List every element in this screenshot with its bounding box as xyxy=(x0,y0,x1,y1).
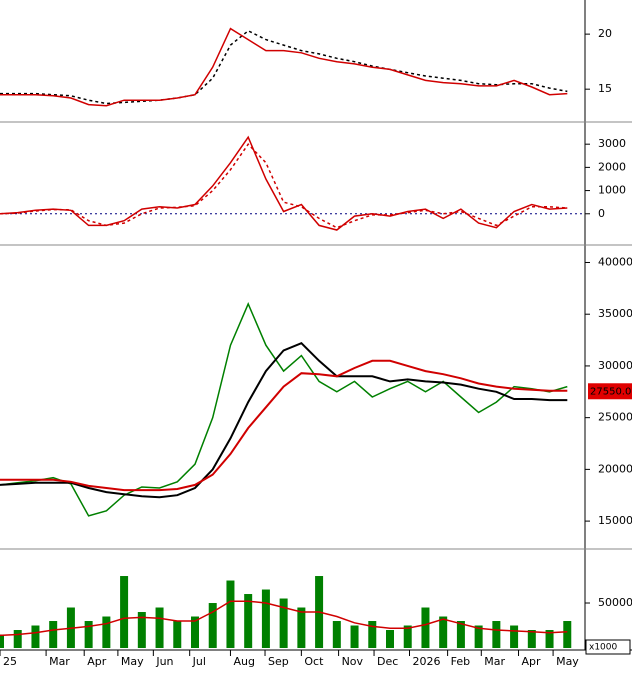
volume-bar xyxy=(492,621,501,648)
x-tick-label: 2026 xyxy=(413,655,441,668)
series-line xyxy=(0,29,568,105)
volume-bar xyxy=(137,612,146,648)
volume-bar xyxy=(545,630,554,648)
y-tick-label: 3000 xyxy=(598,137,626,150)
unit-label: x1000 xyxy=(589,643,618,653)
y-tick-label: 30000 xyxy=(598,359,632,372)
series-line xyxy=(0,27,568,107)
volume-bar xyxy=(31,625,40,648)
x-tick-label: Feb xyxy=(451,655,470,668)
volume-bar xyxy=(386,630,394,648)
y-tick-label: 15000 xyxy=(598,514,632,527)
volume-bar xyxy=(474,625,483,648)
y-tick-label: 25000 xyxy=(598,411,632,424)
x-tick-label: Apr xyxy=(87,655,107,668)
x-tick-label: Apr xyxy=(522,655,542,668)
x-tick-label: Jul xyxy=(192,655,206,668)
series-line xyxy=(0,600,568,637)
x-tick-label: Dec xyxy=(377,655,398,668)
series-line xyxy=(0,359,568,492)
volume-bar xyxy=(368,621,377,648)
series-line xyxy=(0,135,568,231)
y-tick-label: 20 xyxy=(598,27,612,40)
x-tick-label: Aug xyxy=(233,655,254,668)
last-price-label: 27550.00 xyxy=(590,386,632,397)
x-tick-label: Mar xyxy=(484,655,505,668)
volume-bar xyxy=(261,589,270,648)
y-tick-label: 15 xyxy=(598,82,612,95)
x-tick-label: Oct xyxy=(304,655,324,668)
volume-bar xyxy=(226,580,235,648)
x-tick-label: Sep xyxy=(268,655,289,668)
unit-box xyxy=(585,639,631,655)
volume-bar xyxy=(84,621,93,648)
volume-bar xyxy=(244,594,253,648)
volume-bar xyxy=(49,621,58,648)
volume-bar xyxy=(173,621,182,648)
volume-bar xyxy=(439,616,448,648)
volume-bar xyxy=(332,621,341,648)
volume-bar xyxy=(350,625,359,648)
volume-bar xyxy=(13,630,22,648)
volume-bar xyxy=(297,607,306,648)
volume-bar xyxy=(456,621,465,648)
y-tick-label: 40000 xyxy=(598,255,632,268)
x-tick-label: Mar xyxy=(49,655,70,668)
x-tick-label: Jun xyxy=(155,655,173,668)
volume-bar xyxy=(403,625,412,648)
y-tick-label: 1000 xyxy=(598,184,626,197)
volume-bar xyxy=(208,603,217,648)
y-tick-label: 20000 xyxy=(598,462,632,475)
x-tick-label: Nov xyxy=(342,655,364,668)
x-tick-label: May xyxy=(556,655,579,668)
y-tick-label: 50000 xyxy=(598,596,632,609)
y-tick-label: 0 xyxy=(598,207,605,220)
volume-bar xyxy=(563,621,572,648)
last-price-box xyxy=(588,383,632,400)
y-tick-label: 2000 xyxy=(598,160,626,173)
volume-bar xyxy=(120,576,129,648)
volume-bar xyxy=(155,607,164,648)
series-line xyxy=(0,342,568,499)
y-tick-label: 35000 xyxy=(598,307,632,320)
volume-bar xyxy=(0,634,4,648)
series-line xyxy=(0,143,568,229)
volume-bar xyxy=(510,625,519,648)
x-tick-label: 25 xyxy=(3,655,17,668)
volume-bar xyxy=(102,616,111,648)
volume-bar xyxy=(191,616,199,648)
volume-bar xyxy=(421,607,430,648)
series-line xyxy=(0,301,568,517)
volume-bar xyxy=(279,598,288,648)
x-tick-label: May xyxy=(121,655,144,668)
volume-bar xyxy=(527,630,536,648)
